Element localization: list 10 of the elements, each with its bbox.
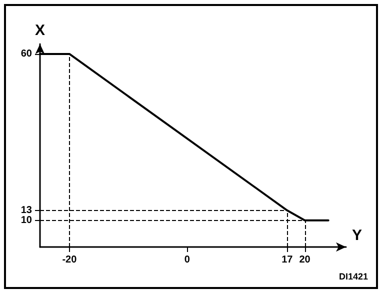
x-tick-label: 20 bbox=[299, 254, 311, 266]
y-tick-label: 10 bbox=[20, 214, 32, 226]
y-axis-title: X bbox=[34, 22, 46, 39]
y-tick-label: 13 bbox=[20, 204, 32, 216]
x-tick-label: 17 bbox=[282, 254, 294, 266]
x-tick-label: -20 bbox=[62, 254, 78, 266]
x-axis-title: Y bbox=[352, 227, 362, 244]
x-tick-label: 0 bbox=[184, 254, 190, 266]
text: DI1421 bbox=[338, 272, 368, 282]
y-tick-label: 60 bbox=[20, 48, 32, 60]
